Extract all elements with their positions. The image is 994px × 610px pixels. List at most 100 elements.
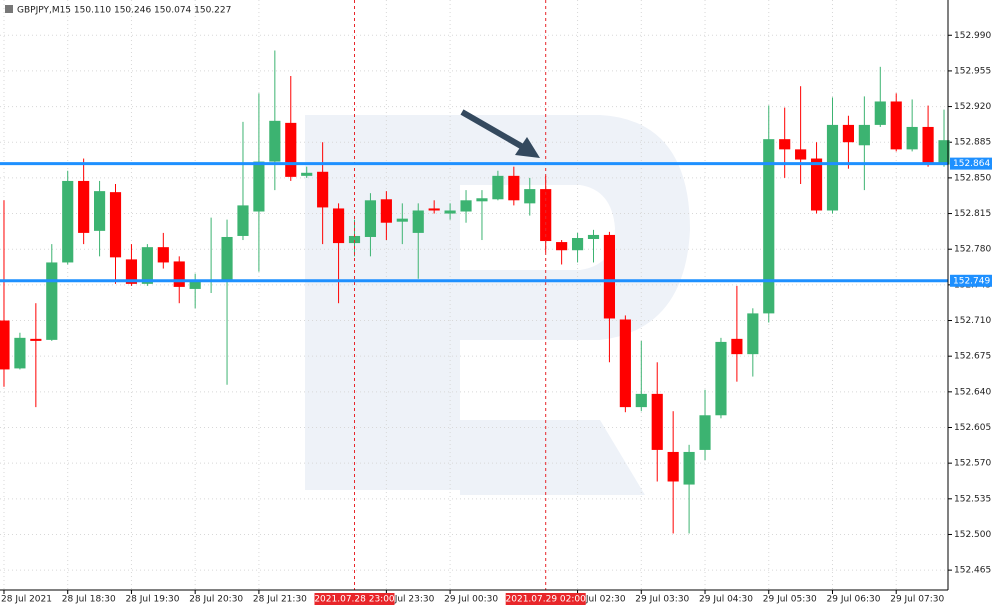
horizontal-line-label-box: [950, 157, 992, 170]
candle-body: [173, 261, 185, 287]
candle-body: [667, 451, 679, 482]
candle-body: [253, 161, 265, 212]
y-tick-label: 152.710: [954, 316, 991, 326]
candle-body: [157, 247, 169, 263]
candle-body: [651, 393, 663, 450]
y-tick-label: 152.850: [954, 173, 991, 183]
candle-body: [14, 337, 26, 369]
y-tick-label: 152.815: [954, 209, 991, 219]
candle-body: [396, 218, 408, 222]
x-tick-label: 29 Jul 06:30: [827, 595, 881, 605]
x-tick-label: Jul 23:30: [394, 595, 435, 605]
x-tick-label: 28 Jul 21:30: [253, 595, 307, 605]
candle-body: [317, 171, 329, 208]
y-tick-label: 152.500: [954, 530, 991, 540]
candle-body: [890, 101, 902, 150]
y-tick-label: 152.885: [954, 138, 991, 148]
y-tick-label: 152.570: [954, 459, 991, 469]
candle-body: [62, 180, 74, 263]
candle-body: [428, 208, 440, 211]
vertical-line-label-box: [314, 593, 395, 605]
candle-body: [810, 158, 823, 211]
watermark: [305, 115, 690, 495]
candle-body: [109, 192, 122, 258]
candle-body: [635, 393, 647, 408]
x-tick-label: 28 Jul 18:30: [62, 595, 116, 605]
candle-body: [269, 120, 281, 162]
candle-body: [301, 172, 313, 176]
candle-body: [587, 234, 600, 240]
candle-body: [619, 319, 631, 408]
y-tick-label: 152.465: [954, 566, 991, 576]
candle-body: [492, 175, 504, 200]
candle-body: [922, 126, 934, 165]
horizontal-line-label-box: [950, 274, 992, 287]
candle-body: [858, 124, 870, 146]
candle-body: [141, 247, 153, 284]
candle-body: [221, 236, 233, 280]
candle-body: [842, 124, 854, 143]
x-tick-label: 29 Jul 05:30: [763, 595, 817, 605]
candle-body: [763, 139, 775, 314]
horizontal-line-label: 152.864: [953, 159, 990, 169]
candle-body: [795, 149, 807, 160]
candle-body: [826, 124, 839, 211]
x-tick-label: 28 Jul 19:30: [125, 595, 179, 605]
x-tick-label: 28 Jul 20:30: [189, 595, 243, 605]
symbol-icon: [5, 5, 13, 13]
candle-body: [444, 210, 456, 214]
candle-body: [683, 451, 695, 485]
candle-body: [46, 262, 58, 340]
vertical-line-label: 2021.07.29 02:00: [506, 595, 587, 605]
candle-body: [237, 205, 249, 236]
candle-body: [125, 259, 138, 284]
y-tick-label: 152.955: [954, 66, 991, 76]
candle-body: [348, 235, 361, 244]
candle-body: [364, 200, 377, 237]
x-tick-label: 29 Jul 04:30: [699, 595, 753, 605]
candle-body: [571, 237, 584, 251]
x-tick-label: Jul 02:30: [585, 595, 626, 605]
x-tick-label: 29 Jul 07:30: [890, 595, 944, 605]
candle-body: [78, 180, 90, 233]
candle-body: [0, 320, 10, 370]
y-tick-label: 152.990: [954, 31, 991, 41]
candle-body: [731, 338, 743, 355]
vertical-line-label-box: [505, 593, 586, 605]
x-tick-label: 29 Jul 00:30: [444, 595, 498, 605]
y-tick-label: 152.605: [954, 423, 991, 433]
candle-body: [556, 242, 568, 251]
candle-body: [30, 338, 42, 341]
candle-body: [715, 341, 727, 416]
candle-body: [332, 208, 345, 244]
candle-body: [524, 189, 536, 204]
horizontal-line-label: 152.749: [953, 276, 990, 286]
candle-body: [874, 101, 886, 125]
candle-body: [603, 234, 616, 319]
candle-body: [476, 198, 488, 202]
candle-body: [906, 126, 918, 150]
y-tick-label: 152.920: [954, 102, 991, 112]
x-tick-label: 29 Jul 03:30: [635, 595, 689, 605]
candle-body: [747, 313, 759, 355]
chart-title: GBPJPY,M15 150.110 150.246 150.074 150.2…: [17, 6, 231, 16]
candle-body: [189, 280, 201, 289]
y-tick-label: 152.535: [954, 494, 991, 504]
x-tick-label: 28 Jul 2021: [1, 595, 52, 605]
candle-body: [285, 122, 297, 177]
candle-body: [412, 210, 424, 233]
y-tick-label: 152.640: [954, 387, 991, 397]
candle-body: [380, 199, 392, 223]
arrow: [460, 109, 540, 158]
candle-body: [779, 139, 791, 150]
candle-body: [699, 415, 711, 450]
candle-body: [540, 189, 552, 242]
candle-body: [94, 191, 106, 231]
candle-body: [508, 175, 520, 201]
y-tick-label: 152.780: [954, 245, 991, 255]
candle-body: [938, 140, 950, 165]
vertical-line-label: 2021.07.28 23:00: [314, 595, 395, 605]
y-tick-label: 152.675: [954, 352, 991, 362]
candle-body: [460, 200, 472, 212]
